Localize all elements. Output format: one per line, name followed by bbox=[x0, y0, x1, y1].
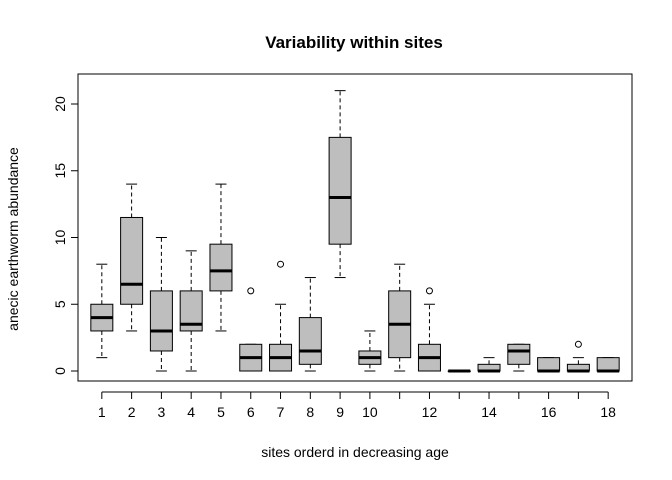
box-site-18 bbox=[596, 357, 620, 373]
x-tick-label: 14 bbox=[481, 404, 497, 420]
outlier-point bbox=[574, 340, 582, 348]
box-site-16 bbox=[537, 357, 561, 373]
box-iqr bbox=[209, 243, 233, 292]
box-iqr bbox=[120, 216, 144, 305]
box-site-11 bbox=[388, 263, 412, 372]
boxes-layer bbox=[90, 90, 620, 373]
outlier-point bbox=[277, 260, 285, 268]
box-site-15 bbox=[507, 343, 531, 372]
box-iqr bbox=[149, 290, 173, 352]
x-tick-label: 6 bbox=[247, 404, 255, 420]
box-site-6 bbox=[239, 287, 263, 372]
box-site-8 bbox=[298, 277, 322, 372]
box-iqr bbox=[537, 357, 561, 372]
box-iqr bbox=[596, 357, 620, 372]
x-tick-label: 3 bbox=[157, 404, 165, 420]
x-tick-label: 5 bbox=[217, 404, 225, 420]
box-site-17 bbox=[566, 340, 590, 373]
box-iqr bbox=[507, 343, 531, 365]
box-site-4 bbox=[179, 250, 203, 372]
box-site-13 bbox=[447, 369, 471, 373]
y-axis: 0 5 10 15 20 bbox=[52, 96, 79, 375]
x-tick-label: 12 bbox=[422, 404, 438, 420]
outlier-point bbox=[425, 287, 433, 295]
box-site-7 bbox=[269, 260, 293, 372]
box-iqr bbox=[328, 136, 352, 245]
box-site-14 bbox=[477, 357, 501, 373]
x-tick-label: 2 bbox=[128, 404, 136, 420]
y-tick-label: 0 bbox=[52, 367, 68, 375]
chart-title: Variability within sites bbox=[265, 33, 443, 52]
y-tick-label: 15 bbox=[52, 163, 68, 179]
x-tick-label: 16 bbox=[541, 404, 557, 420]
box-site-12 bbox=[417, 287, 441, 372]
x-tick-label: 7 bbox=[277, 404, 285, 420]
box-site-5 bbox=[209, 183, 233, 332]
box-iqr bbox=[179, 290, 203, 332]
y-tick-label: 10 bbox=[52, 230, 68, 246]
x-tick-label: 8 bbox=[306, 404, 314, 420]
x-tick-label: 10 bbox=[362, 404, 378, 420]
x-tick-label: 9 bbox=[336, 404, 344, 420]
box-iqr bbox=[298, 317, 322, 365]
y-tick-label: 20 bbox=[52, 96, 68, 112]
x-axis: 1 2 3 4 5 6 7 8 9 10 12 14 16 18 bbox=[98, 391, 616, 420]
y-tick-label: 5 bbox=[52, 300, 68, 308]
box-site-9 bbox=[328, 90, 352, 279]
box-site-10 bbox=[358, 330, 382, 372]
box-site-2 bbox=[120, 183, 144, 332]
y-axis-label: anecic earthworm abundance bbox=[5, 147, 21, 331]
outlier-point bbox=[247, 287, 255, 295]
x-axis-label: sites orderd in decreasing age bbox=[261, 444, 449, 460]
x-tick-label: 4 bbox=[187, 404, 195, 420]
box-site-3 bbox=[149, 237, 173, 372]
box-site-1 bbox=[90, 263, 114, 359]
x-tick-label: 1 bbox=[98, 404, 106, 420]
x-tick-label: 18 bbox=[600, 404, 616, 420]
